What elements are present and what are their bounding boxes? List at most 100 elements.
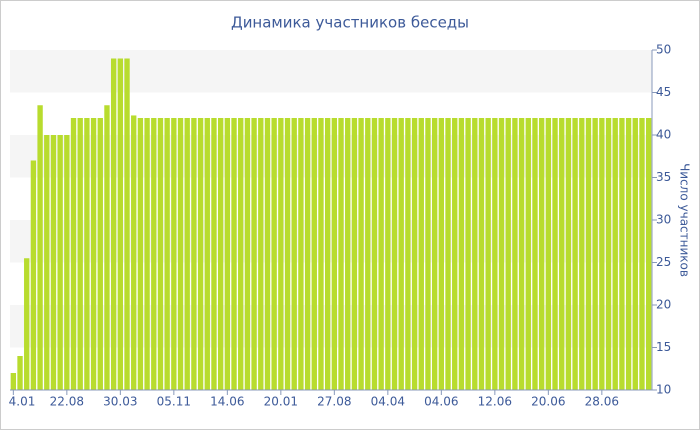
bar [197, 118, 204, 390]
bar [204, 118, 210, 390]
bar [545, 118, 552, 390]
bar [10, 373, 17, 390]
bar [244, 118, 251, 390]
bar [465, 118, 471, 390]
bar [184, 118, 190, 390]
bar [278, 118, 284, 390]
bar [84, 118, 90, 390]
y-tick-label: 10 [656, 383, 671, 397]
x-tick-label: 27.08 [317, 395, 351, 409]
bar [291, 118, 297, 390]
bar [579, 118, 585, 390]
bar [398, 118, 404, 390]
bar [532, 118, 538, 390]
bar [391, 118, 398, 390]
bar [632, 118, 638, 390]
bar [24, 258, 30, 390]
bar [552, 118, 558, 390]
y-tick-label: 30 [656, 213, 671, 227]
bar [518, 118, 525, 390]
bar [298, 118, 304, 390]
y-tick-label: 20 [656, 298, 671, 312]
bar [485, 118, 491, 390]
bar [77, 118, 83, 390]
grid-band [10, 305, 652, 348]
bar [525, 118, 531, 390]
bar [572, 118, 578, 390]
bar [177, 118, 184, 390]
bar [64, 135, 70, 390]
bar [512, 118, 518, 390]
bar [371, 118, 378, 390]
bar [70, 118, 77, 390]
bar [264, 118, 271, 390]
bar [559, 118, 565, 390]
grid-band [10, 135, 652, 178]
bar [345, 118, 351, 390]
grid-band [10, 50, 652, 93]
bar [592, 118, 598, 390]
x-tick-label: 05.11 [157, 395, 191, 409]
bar [472, 118, 478, 390]
bar [411, 118, 418, 390]
bar [318, 118, 324, 390]
grid-band [10, 220, 652, 263]
bar [271, 118, 277, 390]
bar [619, 118, 625, 390]
chart-title: Динамика участников беседы [231, 14, 469, 32]
bar [418, 118, 424, 390]
bar [44, 135, 50, 390]
bar [378, 118, 384, 390]
bar [338, 118, 344, 390]
bar [445, 118, 451, 390]
bar [144, 118, 150, 390]
bar [324, 118, 331, 390]
bar [498, 118, 505, 390]
x-tick-label: 20.06 [531, 395, 565, 409]
bar [191, 118, 197, 390]
bar [538, 118, 545, 390]
bar [351, 118, 358, 390]
bar [438, 118, 445, 390]
x-tick-label: 14.06 [210, 395, 244, 409]
x-tick-label: 4.01 [9, 395, 36, 409]
bar [585, 118, 592, 390]
bar [565, 118, 572, 390]
x-tick-label: 22.08 [50, 395, 84, 409]
bar [251, 118, 257, 390]
bar [258, 118, 264, 390]
bar [358, 118, 364, 390]
bar [171, 118, 177, 390]
bar [110, 58, 117, 390]
bar [131, 115, 137, 390]
y-tick-label: 15 [656, 340, 671, 354]
bar [224, 118, 231, 390]
bar [452, 118, 458, 390]
bar [639, 118, 645, 390]
bar [284, 118, 291, 390]
bar [164, 118, 170, 390]
bar [599, 118, 605, 390]
x-tick-label: 04.04 [371, 395, 405, 409]
bar [505, 118, 511, 390]
y-tick-label: 35 [656, 170, 671, 184]
bar [311, 118, 317, 390]
bar [90, 118, 97, 390]
bar [625, 118, 632, 390]
bar [97, 118, 103, 390]
bar [238, 118, 244, 390]
bar [425, 118, 431, 390]
bar [211, 118, 217, 390]
bar [217, 118, 224, 390]
bar [137, 118, 144, 390]
bar [365, 118, 371, 390]
y-tick-label: 25 [656, 255, 671, 269]
bar [37, 105, 43, 390]
x-tick-label: 28.06 [585, 395, 619, 409]
bar [478, 118, 485, 390]
bar [231, 118, 237, 390]
bar [157, 118, 164, 390]
bar [605, 118, 612, 390]
y-tick-label: 50 [656, 43, 671, 57]
bar [57, 135, 63, 390]
